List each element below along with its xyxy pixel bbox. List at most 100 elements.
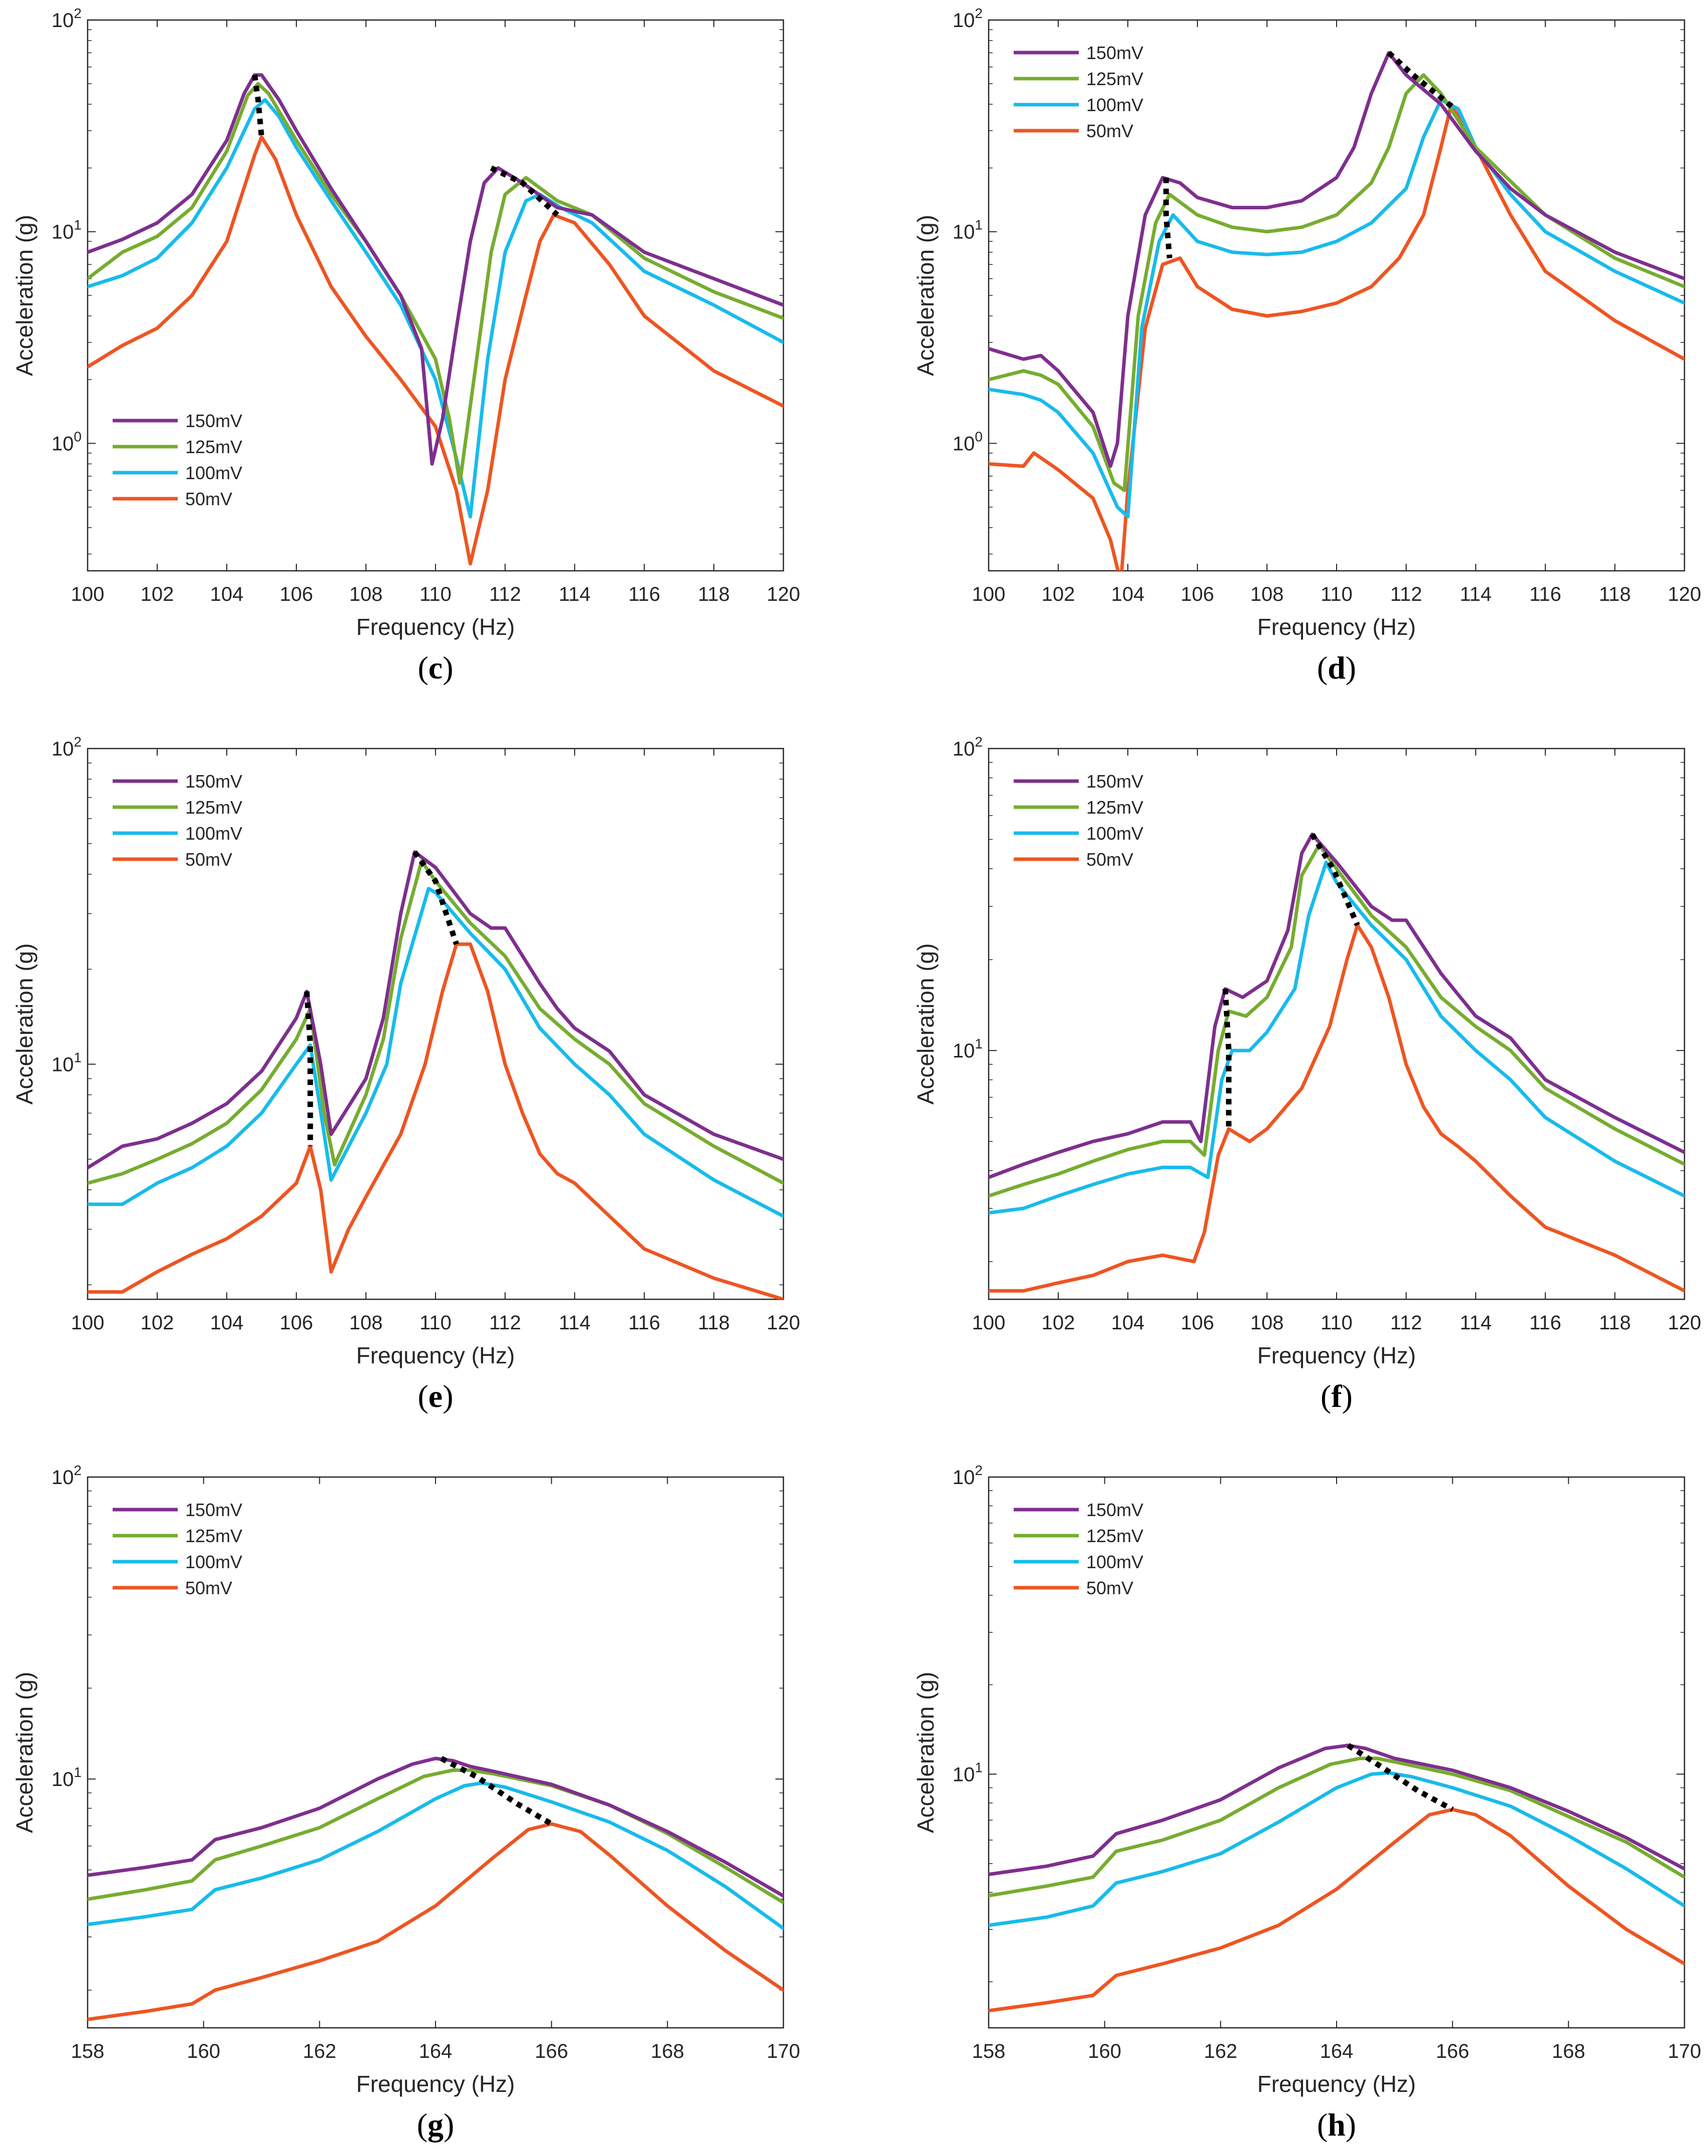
- panel-label-paren-close: ): [444, 2107, 454, 2142]
- y-tick-label: 100: [52, 429, 82, 455]
- panel-label-paren-open: (: [417, 2107, 428, 2142]
- legend-label-100mV: 100mV: [1086, 823, 1143, 844]
- y-tick-exponent: 2: [975, 1463, 983, 1478]
- plot-area: [988, 1476, 1685, 2029]
- legend-label-125mV: 125mV: [1086, 797, 1143, 818]
- legend-label-125mV: 125mV: [1086, 1526, 1143, 1546]
- y-axis-label: Acceleration (g): [12, 215, 38, 376]
- x-tick-label: 114: [1460, 1312, 1492, 1334]
- peak-trace-line: [252, 75, 264, 138]
- y-tick-base: 10: [953, 10, 975, 32]
- series-line-50mV: [88, 942, 783, 1299]
- peak-trace-line: [1163, 177, 1172, 259]
- panel-label-paren-close: ): [443, 650, 453, 685]
- series-line-50mV: [88, 1822, 783, 2021]
- y-tick-exponent: 0: [975, 429, 983, 444]
- x-axis-label: Frequency (Hz): [1257, 2071, 1416, 2097]
- legend-label-50mV: 50mV: [1086, 849, 1133, 870]
- y-tick-exponent: 0: [74, 429, 82, 444]
- series-line-50mV: [989, 1808, 1684, 2013]
- y-tick-base: 10: [52, 1053, 74, 1075]
- y-tick-exponent: 2: [74, 1463, 82, 1478]
- x-tick-label: 108: [349, 583, 383, 605]
- x-tick-label: 102: [1042, 583, 1075, 605]
- panel-label: (g): [417, 2107, 455, 2142]
- series-line-150mV: [88, 73, 783, 466]
- y-tick-label: 101: [953, 1036, 983, 1062]
- panel-label-letter: f: [1331, 1378, 1342, 1414]
- x-tick-label: 104: [210, 1312, 244, 1334]
- plot-area: [988, 748, 1685, 1300]
- y-tick-base: 10: [953, 1467, 975, 1489]
- y-axis-label: Acceleration (g): [913, 1672, 939, 1833]
- x-tick-label: 100: [972, 583, 1006, 605]
- panel-label-paren-open: (: [1317, 650, 1328, 685]
- chart-panel-f: 100 102 104 106 108 110 112 114 116 118 120101102F…: [913, 734, 1701, 1414]
- panel-label: (c): [417, 650, 453, 685]
- x-axis-label: Frequency (Hz): [356, 2071, 515, 2097]
- x-tick-label: 106: [280, 583, 313, 605]
- y-tick-label: 101: [953, 1759, 983, 1785]
- y-tick-exponent: 2: [975, 6, 983, 21]
- x-tick-label: 120: [767, 583, 800, 605]
- x-tick-label: 162: [303, 2040, 336, 2062]
- x-tick-label: 166: [1436, 2040, 1469, 2062]
- plot-lines: [989, 832, 1684, 1293]
- y-tick-base: 10: [953, 738, 975, 760]
- series-line-125mV: [88, 82, 783, 485]
- x-axis-label: Frequency (Hz): [356, 1342, 515, 1368]
- panel-label-paren-close: ): [443, 1378, 453, 1414]
- series-line-150mV: [989, 1743, 1684, 1876]
- y-tick-label: 102: [953, 1463, 983, 1489]
- plot-area: [87, 19, 784, 572]
- legend-label-100mV: 100mV: [185, 823, 242, 844]
- series-line-125mV: [989, 843, 1684, 1198]
- y-tick-base: 10: [953, 1040, 975, 1062]
- y-tick-label: 102: [52, 6, 82, 32]
- x-tick-label: 160: [1088, 2040, 1121, 2062]
- y-axis-label: Acceleration (g): [913, 943, 939, 1105]
- series-line-125mV: [88, 859, 783, 1185]
- x-tick-label: 106: [1181, 1312, 1214, 1334]
- y-tick-base: 10: [52, 10, 74, 32]
- panel-label-paren-open: (: [1317, 2107, 1328, 2142]
- plot-lines: [88, 73, 783, 566]
- y-tick-base: 10: [953, 221, 975, 243]
- y-axis-label: Acceleration (g): [913, 215, 939, 376]
- panel-label-letter: e: [429, 1378, 443, 1414]
- legend-label-100mV: 100mV: [1086, 1552, 1143, 1572]
- y-tick-label: 101: [953, 217, 983, 243]
- panel-label-paren-close: ): [1346, 2107, 1356, 2142]
- y-tick-label: 101: [52, 1049, 82, 1075]
- x-tick-label: 102: [1042, 1312, 1075, 1334]
- x-tick-label: 118: [1599, 1312, 1631, 1334]
- y-tick-exponent: 1: [975, 1036, 983, 1051]
- legend-label-150mV: 150mV: [185, 1500, 242, 1520]
- panel-label-paren-close: ): [1342, 1378, 1353, 1414]
- legend-label-50mV: 50mV: [1086, 1578, 1133, 1598]
- panel-label: (e): [417, 1378, 453, 1414]
- panel-label-letter: c: [429, 650, 443, 685]
- y-tick-label: 102: [52, 1463, 82, 1489]
- y-tick-label: 101: [52, 217, 82, 243]
- legend-label-125mV: 125mV: [185, 437, 242, 457]
- y-tick-exponent: 1: [975, 1759, 983, 1775]
- x-tick-label: 114: [559, 1312, 591, 1334]
- plot-lines: [989, 1743, 1684, 2013]
- x-axis-label: Frequency (Hz): [356, 614, 515, 640]
- x-tick-label: 100: [71, 1312, 105, 1334]
- series-line-125mV: [989, 1756, 1684, 1898]
- x-tick-label: 164: [419, 2040, 453, 2062]
- x-tick-label: 162: [1204, 2040, 1237, 2062]
- panel-label-letter: h: [1328, 2107, 1346, 2142]
- legend-label-150mV: 150mV: [1086, 1500, 1143, 1520]
- legend-label-150mV: 150mV: [1086, 771, 1143, 792]
- series-line-50mV: [88, 135, 783, 566]
- y-axis-label: Acceleration (g): [12, 943, 38, 1105]
- legend-label-150mV: 150mV: [185, 771, 242, 792]
- peak-trace-line: [1347, 1743, 1454, 1812]
- series-line-150mV: [88, 1756, 783, 1898]
- legend-label-100mV: 100mV: [185, 463, 242, 483]
- x-tick-label: 104: [1111, 1312, 1145, 1334]
